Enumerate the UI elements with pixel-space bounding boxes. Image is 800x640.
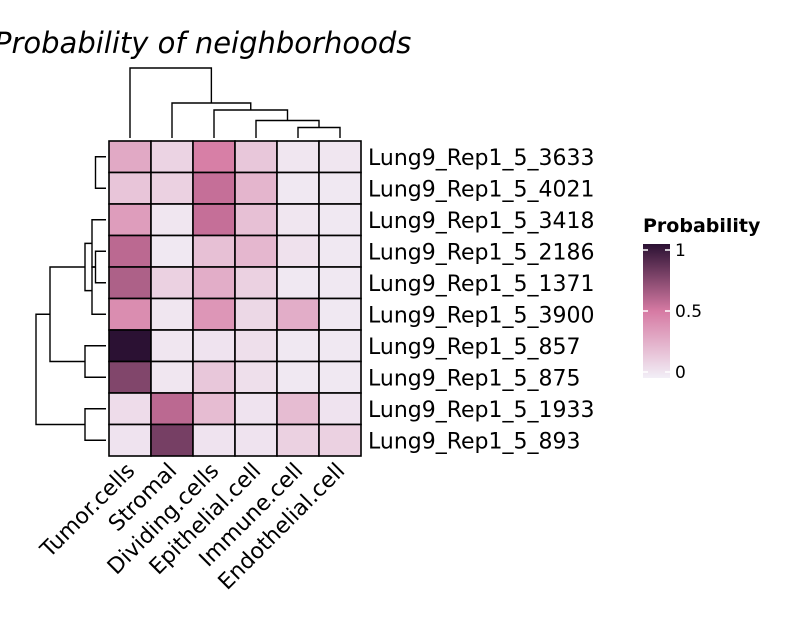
heatmap-cell (108, 266, 152, 300)
heatmap-cell (234, 423, 278, 457)
heatmap-cell (150, 140, 194, 174)
heatmap-cell (108, 203, 152, 237)
heatmap-cell (234, 297, 278, 331)
heatmap-cell (108, 171, 152, 205)
heatmap-cell (150, 329, 194, 363)
heatmap-cell (192, 171, 236, 205)
column-labels: Tumor.cellsStromalDividing.cellsEpitheli… (35, 459, 350, 596)
heatmap-cell (234, 234, 278, 268)
dendrogram-branch (91, 219, 106, 268)
heatmap-cell (234, 203, 278, 237)
row-label: Lung9_Rep1_5_857 (368, 335, 581, 360)
heatmap-cell (276, 329, 320, 363)
heatmap-cell (192, 392, 236, 426)
dendrogram-branch (129, 67, 213, 138)
dendrogram-branch (297, 126, 341, 138)
legend-tick-label: 1 (675, 241, 686, 261)
heatmap-cell (192, 297, 236, 331)
heatmap-cell (150, 234, 194, 268)
heatmap-cell (276, 266, 320, 300)
heatmap-cell (318, 392, 362, 426)
dendrogram-branch (91, 266, 106, 315)
heatmap-cell (108, 423, 152, 457)
row-label: Lung9_Rep1_5_4021 (368, 177, 595, 202)
legend-tick-label: 0 (675, 363, 686, 383)
heatmap-cell (276, 297, 320, 331)
dendrogram-branch (255, 119, 320, 138)
heatmap-cell (192, 234, 236, 268)
heatmap-cell (318, 360, 362, 394)
heatmap-cell (108, 392, 152, 426)
heatmap-cell (150, 360, 194, 394)
dendrogram-branch (49, 266, 85, 363)
dendrogram-branch (84, 242, 92, 292)
row-labels: Lung9_Rep1_5_3633 Lung9_Rep1_5_4021 Lung9_… (368, 146, 595, 455)
dendrogram-branch (94, 156, 106, 189)
row-label: Lung9_Rep1_5_3900 (368, 303, 595, 328)
heatmap-cell (150, 266, 194, 300)
dendrogram-branch (84, 408, 106, 441)
heatmap-cell (192, 329, 236, 363)
heatmap-cell (234, 360, 278, 394)
heatmap-cell (108, 297, 152, 331)
heatmap-cell (318, 171, 362, 205)
color-legend: Probability 00.51 (643, 215, 761, 383)
legend-ticks: 00.51 (643, 241, 702, 383)
heatmap-cell (318, 140, 362, 174)
heatmap-cell (318, 329, 362, 363)
heatmap-cell (192, 140, 236, 174)
heatmap-cell (234, 266, 278, 300)
heatmap-cell (150, 423, 194, 457)
heatmap-cell (150, 392, 194, 426)
heatmap-cell (192, 266, 236, 300)
heatmap-cell (192, 360, 236, 394)
heatmap-cell (192, 203, 236, 237)
heatmap-cell (276, 140, 320, 174)
row-label: Lung9_Rep1_5_3418 (368, 209, 595, 234)
row-label: Lung9_Rep1_5_2186 (368, 240, 595, 265)
heatmap-cell (108, 360, 152, 394)
heatmap-cell (234, 171, 278, 205)
heatmap-cell (276, 234, 320, 268)
heatmap-cell (276, 171, 320, 205)
legend-tick-label: 0.5 (675, 302, 702, 322)
row-label: Lung9_Rep1_5_1933 (368, 398, 595, 423)
heatmap-cell (234, 140, 278, 174)
row-label: Lung9_Rep1_5_875 (368, 366, 581, 391)
dendrogram-branch (35, 313, 85, 426)
heatmap-cell (150, 297, 194, 331)
heatmap-cell (108, 140, 152, 174)
heatmap-cell (318, 297, 362, 331)
chart-title: Probability of neighborhoods (0, 26, 411, 60)
row-label: Lung9_Rep1_5_1371 (368, 272, 595, 297)
heatmap-cell (318, 423, 362, 457)
column-dendrogram (129, 67, 341, 138)
heatmap-cell (150, 171, 194, 205)
heatmap-cell (108, 234, 152, 268)
heatmap-cell (318, 234, 362, 268)
heatmap-cell (276, 423, 320, 457)
heatmap-cell (276, 360, 320, 394)
dendrogram-branch (84, 345, 106, 378)
heatmap-cell (108, 329, 152, 363)
heatmap-cells (108, 140, 362, 457)
heatmap-cell (192, 423, 236, 457)
heatmap-cell (150, 203, 194, 237)
heatmap-cell (276, 392, 320, 426)
row-label: Lung9_Rep1_5_893 (368, 429, 581, 454)
dendrogram-branch (94, 250, 106, 284)
legend-title: Probability (643, 215, 761, 237)
heatmap-cell (234, 329, 278, 363)
heatmap-cell (276, 203, 320, 237)
heatmap-cell (318, 266, 362, 300)
dendrogram-branch (213, 109, 289, 138)
heatmap-cell (234, 392, 278, 426)
heatmap-cell (318, 203, 362, 237)
row-dendrogram (35, 156, 106, 441)
row-label: Lung9_Rep1_5_3633 (368, 146, 595, 171)
dendrogram-branch (171, 102, 252, 138)
